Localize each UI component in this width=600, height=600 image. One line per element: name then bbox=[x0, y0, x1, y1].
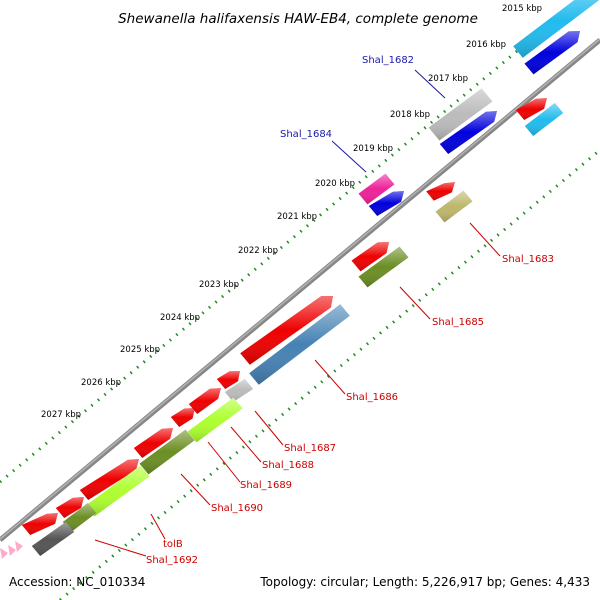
tick-label-2023: 2023 kbp bbox=[199, 280, 239, 290]
feature-red-10[interactable] bbox=[426, 182, 455, 201]
feature-olive-shal-1689[interactable] bbox=[139, 429, 195, 475]
gene-label-shal-1686[interactable]: Shal_1686 bbox=[346, 392, 398, 403]
feature-grey-shal-1682[interactable] bbox=[428, 88, 493, 141]
feature-red-11[interactable] bbox=[515, 98, 547, 120]
feature-lime-shal-1688[interactable] bbox=[187, 397, 243, 443]
outer-tick-row bbox=[0, 0, 581, 484]
feature-red-3[interactable] bbox=[79, 459, 139, 500]
tick-label-2026: 2026 kbp bbox=[81, 378, 121, 388]
feature-pink-2[interactable] bbox=[8, 545, 16, 556]
feature-lime-shal-1690[interactable] bbox=[85, 465, 150, 517]
feature-dark-shal-1692[interactable] bbox=[31, 522, 75, 556]
feature-magenta-shal-1684[interactable] bbox=[358, 173, 395, 205]
tick-label-2017: 2017 kbp bbox=[428, 74, 468, 84]
feature-red-5[interactable] bbox=[170, 408, 195, 427]
gene-label-shal-1688[interactable]: Shal_1688 bbox=[262, 460, 314, 471]
feature-grey-shal-1687[interactable] bbox=[224, 379, 254, 402]
leader-shal-1688 bbox=[230, 426, 262, 463]
feature-red-9[interactable] bbox=[351, 242, 390, 272]
leader-shal-1687 bbox=[254, 410, 284, 446]
feature-khaki-shal-1683[interactable] bbox=[435, 190, 473, 223]
gene-label-shal-1692[interactable]: Shal_1692 bbox=[146, 555, 198, 566]
leader-shal-1684 bbox=[331, 140, 367, 173]
feature-red-7[interactable] bbox=[216, 371, 240, 389]
gene-label-shal-1687[interactable]: Shal_1687 bbox=[284, 443, 336, 454]
leader-shal-1690 bbox=[180, 473, 211, 506]
leader-shal-1686 bbox=[314, 359, 346, 395]
feature-steel-shal-1686[interactable] bbox=[249, 304, 350, 385]
tick-label-2025: 2025 kbp bbox=[120, 345, 160, 355]
tick-label-2015: 2015 kbp bbox=[502, 4, 542, 14]
gene-label-shal-1685[interactable]: Shal_1685 bbox=[432, 317, 484, 328]
accession-text: Accession: NC_010334 bbox=[9, 575, 145, 589]
feature-pink-3[interactable] bbox=[15, 541, 23, 552]
tick-label-2019: 2019 kbp bbox=[353, 144, 393, 154]
tick-label-2027: 2027 kbp bbox=[41, 410, 81, 420]
leader-shal-1683 bbox=[469, 222, 501, 257]
tick-label-2021: 2021 kbp bbox=[277, 212, 317, 222]
gene-label-shal-1690[interactable]: Shal_1690 bbox=[211, 503, 263, 514]
feature-pink-1[interactable] bbox=[0, 548, 8, 559]
gene-label-shal-1683[interactable]: Shal_1683 bbox=[502, 254, 554, 265]
feature-red-4[interactable] bbox=[133, 428, 173, 458]
gene-label-shal-1689[interactable]: Shal_1689 bbox=[240, 480, 292, 491]
leader-shal-1689 bbox=[207, 441, 241, 483]
gene-label-shal-1684[interactable]: Shal_1684 bbox=[280, 129, 332, 140]
feature-red-6[interactable] bbox=[188, 388, 221, 414]
feature-cyan-2[interactable] bbox=[513, 0, 600, 58]
leader-shal-1682 bbox=[414, 69, 446, 99]
feature-olive-shal-1685[interactable] bbox=[358, 246, 409, 288]
gene-label-shal-1682[interactable]: Shal_1682 bbox=[362, 55, 414, 66]
leader-shal-1685 bbox=[399, 286, 431, 320]
gene-label-tolb[interactable]: tolB bbox=[163, 539, 183, 550]
leader-tolb bbox=[150, 513, 166, 540]
inner-tick-row bbox=[59, 148, 600, 600]
tick-label-2024: 2024 kbp bbox=[160, 313, 200, 323]
tick-label-2022: 2022 kbp bbox=[238, 246, 278, 256]
genome-backbone-highlight bbox=[0, 38, 600, 540]
feature-cyan-1[interactable] bbox=[524, 103, 564, 136]
feature-red-1[interactable] bbox=[21, 513, 58, 535]
feature-blue-2[interactable] bbox=[368, 191, 404, 216]
feature-blue-1[interactable] bbox=[439, 111, 497, 154]
feature-blue-3[interactable] bbox=[524, 31, 581, 75]
tick-label-2018: 2018 kbp bbox=[390, 110, 430, 120]
feature-red-8[interactable] bbox=[240, 296, 333, 365]
tick-label-2016: 2016 kbp bbox=[466, 40, 506, 50]
leader-shal-1692 bbox=[94, 539, 147, 557]
topology-text: Topology: circular; Length: 5,226,917 bp… bbox=[259, 575, 590, 589]
genome-backbone bbox=[0, 38, 600, 542]
feature-red-2[interactable] bbox=[55, 497, 84, 518]
feature-olive-tolb[interactable] bbox=[62, 503, 97, 532]
tick-label-2020: 2020 kbp bbox=[315, 179, 355, 189]
map-title: Shewanella halifaxensis HAW-EB4, complet… bbox=[118, 11, 478, 27]
